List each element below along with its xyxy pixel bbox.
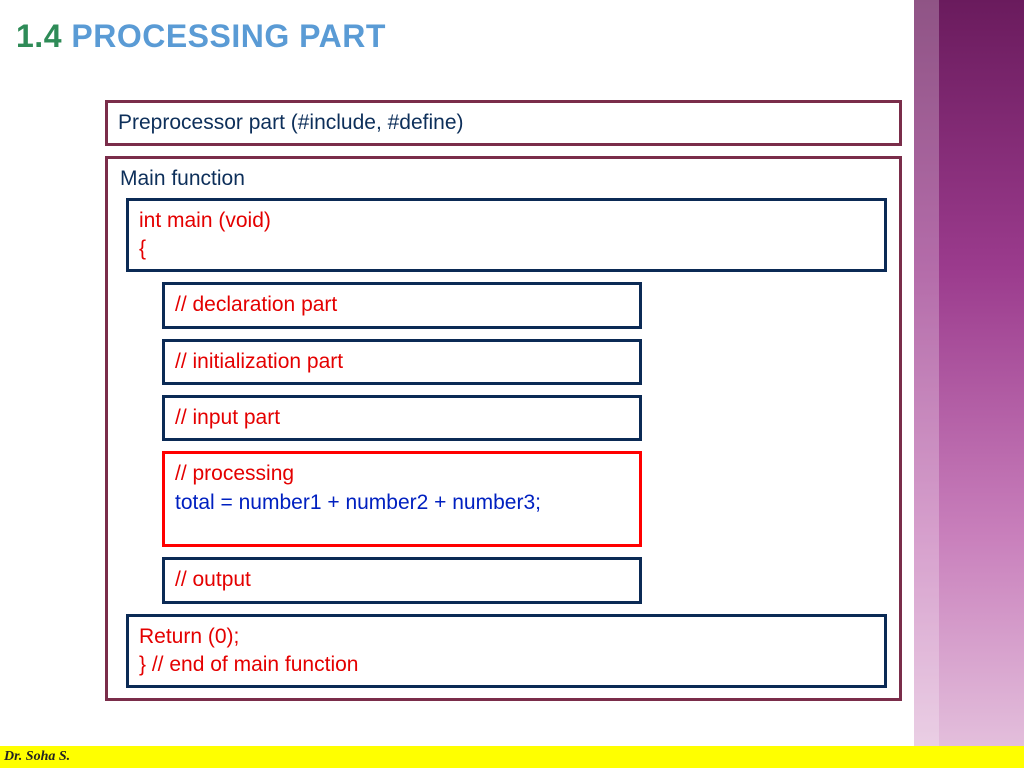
return-line1: Return (0);	[139, 623, 874, 651]
slide-content: 1.4 PROCESSING PART Preprocessor part (#…	[0, 0, 914, 768]
declaration-box: // declaration part	[162, 282, 642, 328]
processing-box: // processing total = number1 + number2 …	[162, 451, 642, 547]
preprocessor-box: Preprocessor part (#include, #define)	[105, 100, 902, 146]
preprocessor-label: Preprocessor part (#include, #define)	[118, 111, 464, 134]
main-signature-line1: int main (void)	[139, 207, 874, 235]
return-line2: } // end of main function	[139, 651, 874, 679]
input-text: // input part	[175, 406, 280, 429]
output-text: // output	[175, 568, 251, 591]
return-box: Return (0); } // end of main function	[126, 614, 887, 689]
slide-sidebar-gradient	[914, 0, 1024, 768]
title-number: 1.4	[16, 18, 62, 54]
main-function-label: Main function	[116, 165, 891, 193]
input-box: // input part	[162, 395, 642, 441]
footer-bar: Dr. Soha S.	[0, 746, 1024, 768]
initialization-box: // initialization part	[162, 339, 642, 385]
title-text: PROCESSING PART	[71, 18, 386, 54]
footer-author: Dr. Soha S.	[4, 746, 70, 768]
diagram-container: Preprocessor part (#include, #define) Ma…	[105, 100, 902, 711]
output-box: // output	[162, 557, 642, 603]
main-signature-box: int main (void) {	[126, 198, 887, 273]
main-function-box: Main function int main (void) { // decla…	[105, 156, 902, 701]
main-signature-line2: {	[139, 235, 874, 263]
processing-code: total = number1 + number2 + number3;	[175, 489, 629, 517]
slide-title: 1.4 PROCESSING PART	[0, 18, 914, 55]
processing-comment: // processing	[175, 460, 629, 488]
declaration-text: // declaration part	[175, 293, 337, 316]
initialization-text: // initialization part	[175, 350, 343, 373]
